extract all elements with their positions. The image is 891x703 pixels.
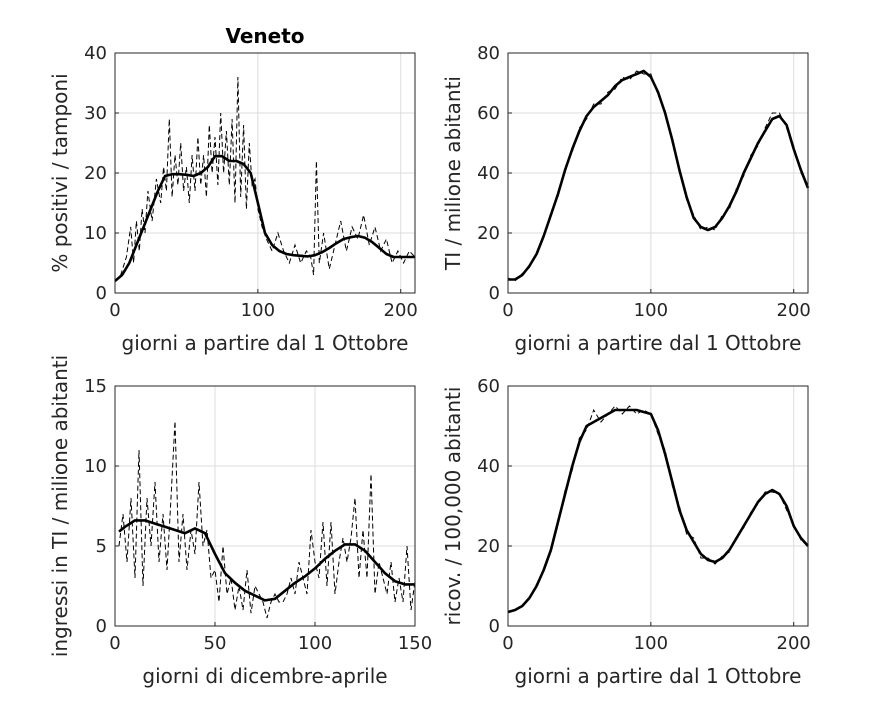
- axes-box: [507, 385, 809, 627]
- x-tick-label: 0: [109, 633, 120, 654]
- x-tick-label: 200: [777, 633, 811, 654]
- y-tick-label: 80: [477, 43, 500, 64]
- x-tick-label: 0: [502, 300, 513, 321]
- x-tick-label: 100: [241, 300, 275, 321]
- y-tick-label: 60: [477, 376, 500, 397]
- x-axis-label: giorni di dicembre-aprile: [142, 664, 387, 688]
- x-axis-label: giorni a partire dal 1 Ottobre: [515, 331, 802, 355]
- y-tick-label: 40: [84, 43, 107, 64]
- x-tick-label: 100: [634, 300, 668, 321]
- y-tick-label: 20: [477, 223, 500, 244]
- x-tick-label: 200: [777, 300, 811, 321]
- series-smoothed-line: [114, 154, 415, 282]
- y-axis-label: ricov. / 100,000 abitanti: [441, 387, 465, 626]
- y-tick-label: 60: [477, 103, 500, 124]
- x-tick-label: 150: [398, 633, 432, 654]
- panel-4: 0 100 200 0 20 40 60 giorni a partire dal 1 Ott…: [441, 376, 811, 688]
- y-tick-label: 20: [477, 536, 500, 557]
- series-smoothed-line: [507, 408, 809, 614]
- y-tick-label: 40: [477, 163, 500, 184]
- series-raw-line: [507, 70, 809, 282]
- series-raw-line: [118, 421, 416, 619]
- y-axis-label: ingressi in TI / milione abitanti: [48, 355, 72, 657]
- series-raw-line: [114, 76, 416, 282]
- y-axis-label: TI / milione abitanti: [441, 76, 465, 271]
- y-tick-label: 10: [84, 223, 107, 244]
- chart-title: Veneto: [225, 24, 304, 48]
- y-tick-label: 20: [84, 163, 107, 184]
- panel-3: 0 50 100 150 0 5 10 15 giorni di dicembre-aprile…: [48, 355, 432, 688]
- y-tick-label: 0: [489, 616, 500, 637]
- panel-1: 0 100 200 0 10 20 30 40 giorni a partire dal 1 O…: [48, 24, 418, 355]
- x-tick-label: 50: [204, 633, 227, 654]
- y-axis-label: % positivi / tamponi: [48, 73, 72, 272]
- y-tick-label: 0: [96, 283, 107, 304]
- x-tick-label: 100: [634, 633, 668, 654]
- series-raw-line: [507, 405, 809, 613]
- y-tick-label: 5: [96, 536, 107, 557]
- x-axis-label: giorni a partire dal 1 Ottobre: [515, 664, 802, 688]
- x-axis-label: giorni a partire dal 1 Ottobre: [122, 331, 409, 355]
- x-tick-label: 100: [298, 633, 332, 654]
- y-tick-label: 30: [84, 103, 107, 124]
- x-tick-label: 0: [109, 300, 120, 321]
- x-tick-label: 200: [384, 300, 418, 321]
- panel-2: 0 100 200 0 20 40 60 80 giorni a partire dal 1 O…: [441, 43, 811, 355]
- y-tick-label: 0: [489, 283, 500, 304]
- x-tick-label: 0: [502, 633, 513, 654]
- y-tick-label: 10: [84, 456, 107, 477]
- y-tick-label: 0: [96, 616, 107, 637]
- series-smoothed-line: [508, 69, 810, 281]
- y-tick-label: 15: [84, 376, 107, 397]
- axes-box: [114, 385, 416, 627]
- series-smoothed-line: [118, 519, 415, 602]
- y-tick-label: 40: [477, 456, 500, 477]
